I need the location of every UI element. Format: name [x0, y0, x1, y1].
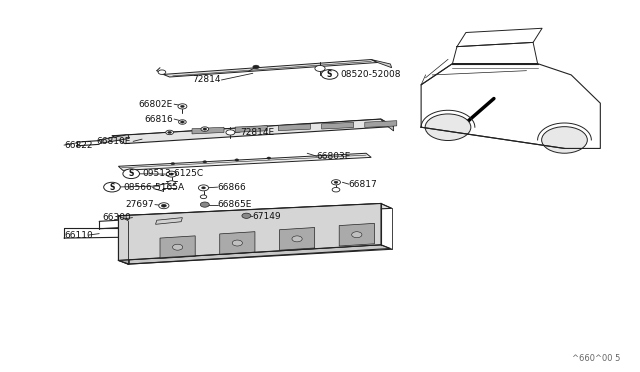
Polygon shape: [280, 228, 315, 250]
Circle shape: [198, 185, 209, 191]
Text: 66110: 66110: [64, 231, 93, 240]
Circle shape: [180, 121, 184, 123]
Circle shape: [168, 181, 175, 185]
Text: 66816: 66816: [144, 115, 173, 124]
Polygon shape: [118, 203, 392, 221]
Circle shape: [253, 65, 259, 69]
Circle shape: [200, 202, 209, 207]
Circle shape: [332, 187, 340, 192]
Circle shape: [315, 65, 325, 71]
Circle shape: [200, 195, 207, 199]
Polygon shape: [192, 127, 224, 134]
Text: 66817: 66817: [349, 180, 378, 189]
Polygon shape: [381, 119, 394, 131]
Circle shape: [203, 128, 207, 130]
Text: S: S: [327, 70, 332, 79]
Polygon shape: [160, 236, 195, 259]
Circle shape: [226, 130, 235, 135]
Text: 66802E: 66802E: [138, 100, 173, 109]
Polygon shape: [163, 60, 378, 77]
Circle shape: [242, 213, 251, 218]
Text: S: S: [129, 169, 134, 178]
Polygon shape: [278, 124, 310, 131]
Circle shape: [159, 203, 169, 209]
Text: 66866: 66866: [218, 183, 246, 192]
Circle shape: [352, 232, 362, 238]
Circle shape: [232, 240, 243, 246]
Circle shape: [332, 180, 340, 185]
Circle shape: [425, 114, 471, 141]
Polygon shape: [321, 122, 354, 129]
Text: 72814: 72814: [192, 76, 221, 84]
Text: 72814E: 72814E: [240, 128, 274, 137]
Polygon shape: [339, 223, 374, 246]
Circle shape: [334, 181, 338, 183]
Circle shape: [292, 236, 302, 242]
Circle shape: [267, 157, 271, 159]
Circle shape: [541, 126, 588, 153]
Polygon shape: [365, 121, 397, 127]
Polygon shape: [112, 119, 394, 144]
Polygon shape: [220, 232, 255, 254]
Text: 09513-6125C: 09513-6125C: [142, 169, 204, 178]
Text: 66810E: 66810E: [97, 137, 131, 146]
Circle shape: [161, 204, 166, 207]
Circle shape: [171, 163, 175, 165]
Text: 66803E: 66803E: [317, 152, 351, 161]
Text: 08520-52008: 08520-52008: [340, 70, 401, 79]
Circle shape: [201, 127, 209, 131]
Circle shape: [158, 70, 166, 74]
Polygon shape: [118, 216, 129, 264]
Text: S: S: [109, 183, 115, 192]
Circle shape: [166, 171, 177, 177]
Circle shape: [178, 104, 187, 109]
Circle shape: [235, 159, 239, 161]
Text: 66822: 66822: [64, 141, 93, 150]
Text: 66300: 66300: [102, 213, 131, 222]
Polygon shape: [156, 218, 182, 224]
Circle shape: [168, 131, 172, 134]
Circle shape: [123, 169, 140, 179]
Polygon shape: [371, 60, 392, 68]
Circle shape: [202, 187, 205, 189]
Circle shape: [179, 120, 186, 124]
Circle shape: [173, 244, 183, 250]
Circle shape: [166, 130, 173, 135]
Text: ^660^00 5: ^660^00 5: [572, 354, 621, 363]
Circle shape: [321, 70, 338, 79]
Circle shape: [203, 161, 207, 163]
Circle shape: [104, 182, 120, 192]
Circle shape: [180, 105, 184, 108]
Polygon shape: [118, 203, 381, 260]
Polygon shape: [118, 245, 390, 264]
Polygon shape: [99, 135, 129, 143]
Text: 67149: 67149: [253, 212, 282, 221]
Text: 08566-5165A: 08566-5165A: [123, 183, 184, 192]
Polygon shape: [236, 126, 268, 132]
Circle shape: [170, 173, 173, 175]
Text: 27697: 27697: [125, 200, 154, 209]
Text: 66865E: 66865E: [218, 200, 252, 209]
Polygon shape: [118, 153, 371, 170]
